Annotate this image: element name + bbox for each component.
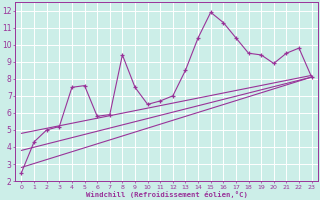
X-axis label: Windchill (Refroidissement éolien,°C): Windchill (Refroidissement éolien,°C) xyxy=(86,191,247,198)
